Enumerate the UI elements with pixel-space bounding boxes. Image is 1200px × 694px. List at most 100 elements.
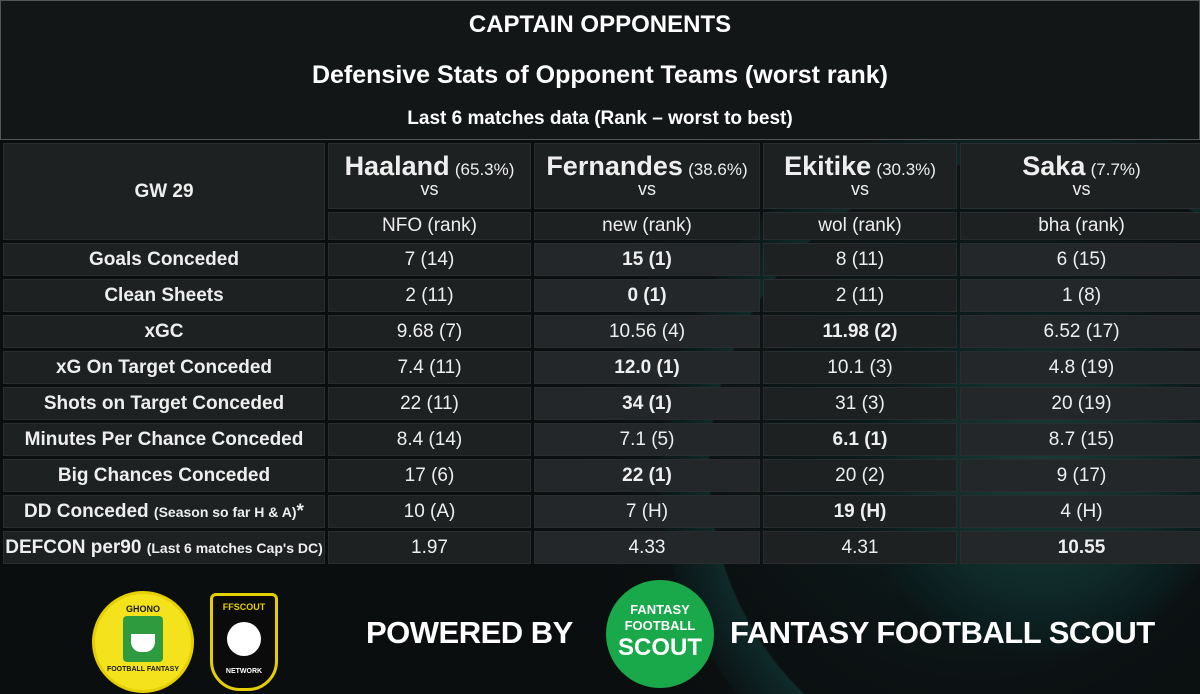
value-cell: 4 (H) xyxy=(960,495,1200,528)
player-header-ekitike: Ekitike (30.3%) vs xyxy=(763,143,957,209)
opponent-label: bha (rank) xyxy=(960,212,1200,240)
row-label-text: DEFCON per90 xyxy=(5,536,147,558)
value-cell: 1.97 xyxy=(328,531,531,564)
row-label-text: DD Conceded xyxy=(24,500,154,522)
player-header-fernandes: Fernandes (38.6%) vs xyxy=(534,143,760,209)
row-label-note: (Season so far H & A) xyxy=(153,503,297,520)
value-cell: 8.7 (15) xyxy=(960,423,1200,456)
ffscout-network-logo: FFSCOUT NETWORK xyxy=(210,593,278,691)
highlighted-value-cell: 10.55 xyxy=(960,531,1200,564)
row-label-suffix: * xyxy=(296,500,304,522)
value-cell: 1 (8) xyxy=(960,279,1200,312)
value-cell: 17 (6) xyxy=(328,459,531,492)
row-label: Goals Conceded xyxy=(3,243,325,276)
value-cell: 10 (A) xyxy=(328,495,531,528)
row-label: DEFCON per90 (Last 6 matches Cap's DC) xyxy=(3,531,325,564)
table-row: xGC 9.68 (7) 10.56 (4) 11.98 (2) 6.52 (17) xyxy=(3,315,1200,348)
opponent-label: wol (rank) xyxy=(763,212,957,240)
row-label-text: Clean Sheets xyxy=(104,284,224,306)
table-row: Clean Sheets 2 (11) 0 (1) 2 (11) 1 (8) xyxy=(3,279,1200,312)
table-row: DD Conceded (Season so far H & A)* 10 (A)… xyxy=(3,495,1200,528)
value-cell: 22 (11) xyxy=(328,387,531,420)
row-label-text: Big Chances Conceded xyxy=(57,464,271,486)
vs-label: vs xyxy=(1072,179,1091,200)
value-cell: 20 (19) xyxy=(960,387,1200,420)
vs-label: vs xyxy=(638,179,656,200)
value-cell: 7.1 (5) xyxy=(534,423,760,456)
row-label-text: xG On Target Conceded xyxy=(55,356,273,378)
vs-label: vs xyxy=(420,179,439,200)
player-ownership: (65.3%) xyxy=(454,159,515,179)
value-cell: 31 (3) xyxy=(763,387,957,420)
row-label-text: Shots on Target Conceded xyxy=(43,392,285,414)
ghono-logo-text: GHONO xyxy=(125,604,160,614)
title-panel: CAPTAIN OPPONENTS Defensive Stats of Opp… xyxy=(0,0,1200,140)
ghono-logo: GHONO FOOTBALL FANTASY xyxy=(92,591,194,693)
player-name: Haaland xyxy=(344,150,450,181)
player-ownership: (7.7%) xyxy=(1090,159,1141,179)
row-label-text: xGC xyxy=(144,320,184,342)
ffscout-logo-text: FFSCOUT xyxy=(222,602,266,612)
cup-icon xyxy=(131,634,155,652)
value-cell: 8 (11) xyxy=(763,243,957,276)
opponent-row: NFO (rank) new (rank) wol (rank) bha (ra… xyxy=(3,212,1200,240)
highlighted-value-cell: 34 (1) xyxy=(534,387,760,420)
row-label: xG On Target Conceded xyxy=(3,351,325,384)
table-row: xG On Target Conceded 7.4 (11) 12.0 (1) 10.… xyxy=(3,351,1200,384)
badge-line3: SCOUT xyxy=(618,634,702,661)
table-row: DEFCON per90 (Last 6 matches Cap's DC) 1.… xyxy=(3,531,1200,564)
value-cell: 9 (17) xyxy=(960,459,1200,492)
badge-line2: FOOTBALL xyxy=(624,618,696,633)
row-label-text: Goals Conceded xyxy=(89,248,239,270)
ghono-logo-subtext: FOOTBALL FANTASY xyxy=(106,666,180,673)
football-icon xyxy=(227,622,261,656)
highlighted-value-cell: 12.0 (1) xyxy=(534,351,760,384)
row-label: xGC xyxy=(3,315,325,348)
row-label: Big Chances Conceded xyxy=(3,459,325,492)
value-cell: 9.68 (7) xyxy=(328,315,531,348)
value-cell: 8.4 (14) xyxy=(328,423,531,456)
page-subtitle: Defensive Stats of Opponent Teams (worst… xyxy=(311,61,889,89)
powered-by-label: POWERED BY xyxy=(366,615,573,650)
row-label-text: Minutes Per Chance Conceded xyxy=(24,428,304,450)
row-label: Clean Sheets xyxy=(3,279,325,312)
badge-line1: FANTASY xyxy=(630,602,690,617)
table-row: Minutes Per Chance Conceded 8.4 (14) 7.1 (… xyxy=(3,423,1200,456)
player-name: Ekitike xyxy=(784,150,872,181)
player-name: Fernandes xyxy=(546,150,683,181)
player-name: Saka xyxy=(1022,150,1086,181)
table-row: Shots on Target Conceded 22 (11) 34 (1) 31 … xyxy=(3,387,1200,420)
opponent-label: new (rank) xyxy=(534,212,760,240)
value-cell: 7.4 (11) xyxy=(328,351,531,384)
row-label: Minutes Per Chance Conceded xyxy=(3,423,325,456)
player-header-row: GW 29 Haaland (65.3%) vs Fernandes (38.6… xyxy=(3,143,1200,240)
value-cell: 4.31 xyxy=(763,531,957,564)
value-cell: 20 (2) xyxy=(763,459,957,492)
value-cell: 7 (14) xyxy=(328,243,531,276)
row-label: Shots on Target Conceded xyxy=(3,387,325,420)
value-cell: 2 (11) xyxy=(763,279,957,312)
fantasy-football-scout-badge: FANTASY FOOTBALL SCOUT xyxy=(606,580,714,688)
highlighted-value-cell: 15 (1) xyxy=(534,243,760,276)
value-cell: 4.33 xyxy=(534,531,760,564)
value-cell: 10.56 (4) xyxy=(534,315,760,348)
table-row: Goals Conceded 7 (14) 15 (1) 8 (11) 6 (15) xyxy=(3,243,1200,276)
ffscout-logo-subtext: NETWORK xyxy=(225,668,263,675)
highlighted-value-cell: 19 (H) xyxy=(763,495,957,528)
row-label-note: (Last 6 matches Cap's DC) xyxy=(146,539,323,556)
table-row: Big Chances Conceded 17 (6) 22 (1) 20 (2) 9 … xyxy=(3,459,1200,492)
gameweek-label: GW 29 xyxy=(3,143,325,240)
vs-label: vs xyxy=(851,179,869,200)
page-title: CAPTAIN OPPONENTS xyxy=(468,11,732,38)
value-cell: 7 (H) xyxy=(534,495,760,528)
opponent-label: NFO (rank) xyxy=(328,212,531,240)
player-header-saka: Saka (7.7%) vs xyxy=(960,143,1200,209)
highlighted-value-cell: 22 (1) xyxy=(534,459,760,492)
player-ownership: (30.3%) xyxy=(876,159,936,179)
footer: GHONO FOOTBALL FANTASY FFSCOUT NETWORK P… xyxy=(0,575,1200,694)
highlighted-value-cell: 0 (1) xyxy=(534,279,760,312)
player-ownership: (38.6%) xyxy=(688,159,748,179)
player-header-haaland: Haaland (65.3%) vs xyxy=(328,143,531,209)
captain-stats-table: GW 29 Haaland (65.3%) vs Fernandes (38.6… xyxy=(0,140,1200,567)
data-note: Last 6 matches data (Rank – worst to bes… xyxy=(407,108,793,129)
